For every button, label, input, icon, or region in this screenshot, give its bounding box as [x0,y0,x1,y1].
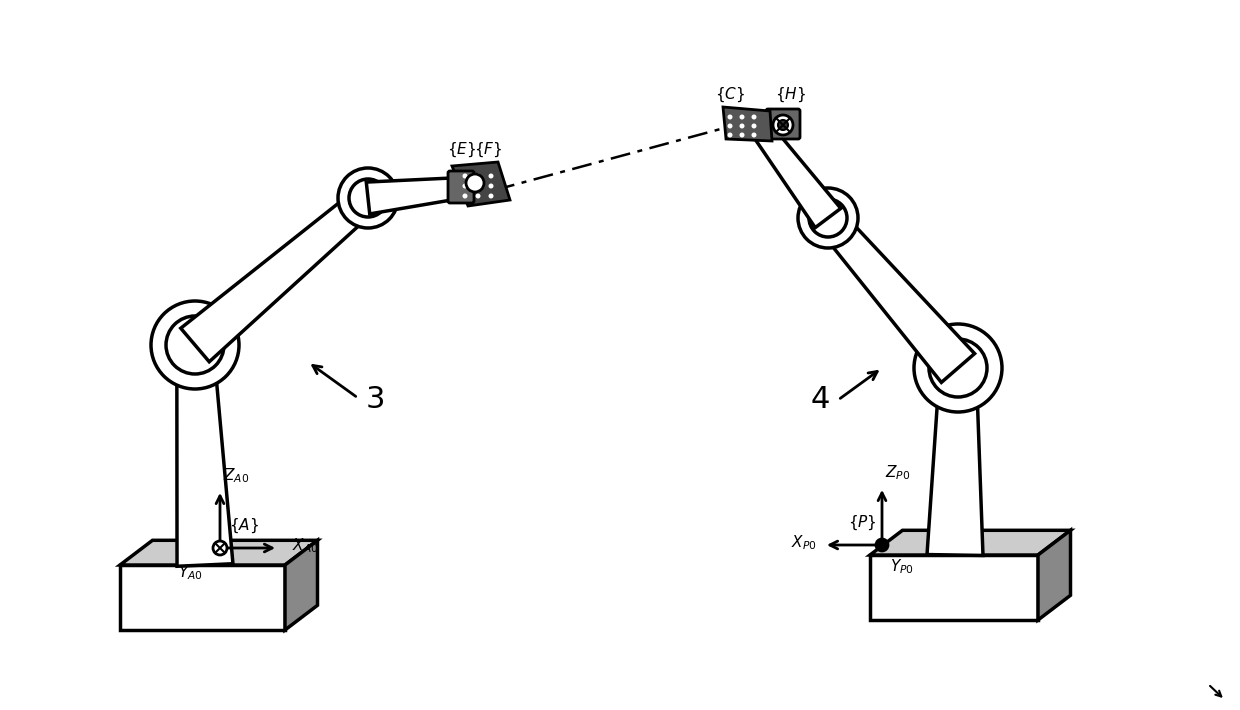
Text: $Z_{A0}$: $Z_{A0}$ [223,466,249,486]
Circle shape [463,173,467,178]
Circle shape [728,133,733,138]
Circle shape [799,188,858,248]
Circle shape [875,539,888,551]
Polygon shape [120,540,317,565]
FancyBboxPatch shape [766,109,800,139]
Polygon shape [870,530,1070,555]
Circle shape [808,199,847,237]
Circle shape [151,301,239,389]
Circle shape [475,194,481,199]
Circle shape [475,183,481,188]
Circle shape [728,124,733,129]
Circle shape [489,194,494,199]
Polygon shape [817,209,975,383]
Circle shape [489,173,494,178]
Polygon shape [177,344,233,567]
Text: $\{H\}$: $\{H\}$ [775,86,806,104]
Circle shape [739,133,744,138]
Circle shape [739,124,744,129]
Circle shape [739,114,744,119]
Circle shape [489,183,494,188]
Circle shape [929,339,987,397]
Circle shape [777,120,787,130]
Text: $X_{A0}$: $X_{A0}$ [291,537,319,555]
FancyBboxPatch shape [448,171,474,203]
Polygon shape [120,565,285,630]
Text: $\{P\}$: $\{P\}$ [848,514,877,532]
Polygon shape [928,368,983,555]
Polygon shape [453,162,510,206]
Circle shape [463,194,467,199]
Text: $Y_{A0}$: $Y_{A0}$ [177,564,202,582]
Circle shape [166,316,224,374]
Circle shape [466,174,484,192]
Text: $Y_{P0}$: $Y_{P0}$ [890,557,914,577]
Circle shape [728,114,733,119]
Circle shape [213,541,227,555]
Text: $\{E\}$: $\{E\}$ [448,141,476,159]
Polygon shape [750,119,841,228]
Polygon shape [1038,530,1070,620]
Circle shape [348,179,387,217]
Text: $\{C\}$: $\{C\}$ [715,86,745,104]
Polygon shape [285,540,317,630]
Circle shape [914,324,1002,412]
Polygon shape [723,107,773,141]
Text: $\{A\}$: $\{A\}$ [229,517,259,535]
Circle shape [773,115,794,135]
Circle shape [475,173,481,178]
Polygon shape [366,178,461,214]
Polygon shape [181,187,377,362]
Polygon shape [870,555,1038,620]
Circle shape [339,168,398,228]
Circle shape [751,114,756,119]
Text: 3: 3 [366,386,384,415]
Circle shape [463,183,467,188]
Text: $X_{P0}$: $X_{P0}$ [791,534,817,552]
Text: 4: 4 [810,386,830,415]
Text: $\{F\}$: $\{F\}$ [474,141,502,159]
Text: $Z_{P0}$: $Z_{P0}$ [885,464,910,482]
Circle shape [751,133,756,138]
Circle shape [751,124,756,129]
